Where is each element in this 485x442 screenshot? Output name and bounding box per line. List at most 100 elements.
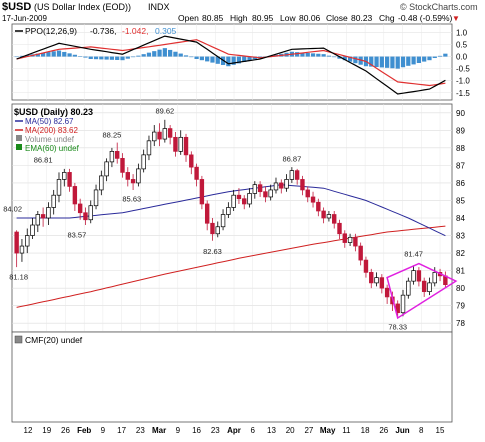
chg-label: Chg [379, 13, 395, 23]
candle-body [56, 179, 62, 196]
x-axis-tick: 19 [42, 426, 51, 435]
ppo-histogram-bar [130, 56, 136, 58]
ppo-histogram-bar [252, 56, 257, 60]
ppo-histogram-bar [83, 56, 88, 58]
price-y-tick: 81 [456, 267, 465, 276]
candle-body [136, 168, 141, 184]
legend-entry: Volume undef [25, 135, 75, 144]
candle-body [406, 280, 411, 296]
ppo-signal-value: -1.042, [122, 26, 148, 36]
ppo-histogram-bar [369, 56, 374, 67]
candle-body [51, 194, 56, 208]
ppo-histogram-bar [385, 56, 390, 68]
candle-body [104, 161, 109, 177]
ppo-histogram-bar [173, 51, 178, 57]
x-axis-tick: 9 [101, 426, 106, 435]
ppo-histogram-bar [326, 55, 332, 57]
ppo-histogram-bar [400, 56, 406, 68]
candle-body [183, 136, 189, 156]
candle-body [199, 179, 205, 205]
close-label: Close [326, 13, 348, 23]
price-y-tick: 82 [456, 249, 465, 258]
ppo-y-tick: -0.5 [456, 65, 470, 74]
ppo-histogram-bar [141, 54, 146, 57]
x-axis-tick: May [320, 426, 336, 435]
candle-body [358, 245, 363, 261]
price-annotation: 78.33 [388, 322, 407, 331]
x-axis-tick: 16 [192, 426, 201, 435]
candle-body [369, 272, 374, 284]
x-axis-tick: 6 [251, 426, 256, 435]
low-value: 80.06 [299, 13, 321, 23]
ppo-histogram-bar [395, 56, 400, 69]
price-annotation: 81.18 [9, 272, 28, 281]
price-y-tick: 86 [456, 179, 465, 188]
candle-body [379, 277, 385, 289]
price-annotation: 86.81 [34, 156, 53, 165]
ppo-histogram-bar [215, 56, 220, 64]
x-axis-tick: 17 [117, 426, 126, 435]
candle-body [353, 236, 358, 247]
ppo-histogram-bar [210, 56, 215, 63]
price-y-tick: 80 [456, 284, 465, 293]
candle-body [294, 170, 300, 180]
price-y-tick: 84 [456, 214, 465, 223]
ppo-histogram-bar [310, 53, 316, 57]
ppo-histogram-bar [14, 56, 19, 58]
candle-body [35, 214, 41, 226]
cmf-label: CMF(20) undef [25, 335, 83, 345]
candle-body [257, 184, 263, 193]
ppo-histogram-bar [437, 55, 443, 57]
ppo-histogram-bar [136, 55, 141, 57]
candle-body [284, 179, 289, 189]
ppo-histogram-bar [35, 53, 40, 57]
ppo-histogram-bar [411, 56, 416, 65]
symbol-title: $USD [2, 1, 31, 13]
candle-body [215, 226, 220, 235]
candle-body [326, 214, 332, 219]
candle-body [141, 154, 146, 170]
ppo-histogram-bar [199, 56, 205, 61]
ppo-label: PPO(12,26,9) [25, 26, 77, 36]
price-y-tick: 88 [456, 144, 465, 153]
ppo-histogram-bar [321, 54, 326, 57]
candle-body [273, 182, 279, 191]
ppo-histogram-bar [40, 52, 46, 57]
price-annotation: 83.57 [67, 231, 86, 240]
candle-body [67, 172, 72, 187]
candle-body [310, 196, 316, 203]
candle-body [384, 287, 390, 298]
ppo-histogram-bar [125, 56, 130, 59]
candle-body [125, 172, 130, 180]
x-axis-tick: Apr [227, 426, 241, 435]
x-axis-tick: 27 [304, 426, 313, 435]
price-annotation: 88.25 [103, 130, 122, 139]
ppo-histogram-bar [183, 55, 189, 57]
candle-body [210, 222, 215, 235]
candle-body [162, 128, 168, 140]
candle-body [120, 158, 125, 173]
candle-body [321, 210, 326, 219]
candle-body [416, 270, 422, 282]
price-y-tick: 79 [456, 302, 465, 311]
candle-body [30, 224, 35, 236]
ppo-histogram-bar [67, 53, 72, 57]
price-annotation: 85.63 [122, 194, 141, 203]
price-y-tick: 85 [456, 196, 465, 205]
price-y-tick: 78 [456, 319, 465, 328]
candle-body [204, 203, 210, 224]
x-axis-tick: Jun [395, 426, 409, 435]
candle-body [242, 198, 247, 205]
ppo-histogram-bar [332, 56, 337, 58]
candle-body [342, 233, 347, 243]
candle-body [178, 136, 183, 152]
candle-body [432, 272, 437, 284]
candle-body [152, 131, 157, 142]
ppo-histogram-bar [247, 56, 252, 61]
ppo-value: -0.736, [90, 26, 116, 36]
candle-body [25, 235, 30, 247]
x-axis-tick: 9 [176, 426, 181, 435]
ppo-histogram-bar [104, 56, 109, 60]
candle-body [226, 207, 231, 215]
